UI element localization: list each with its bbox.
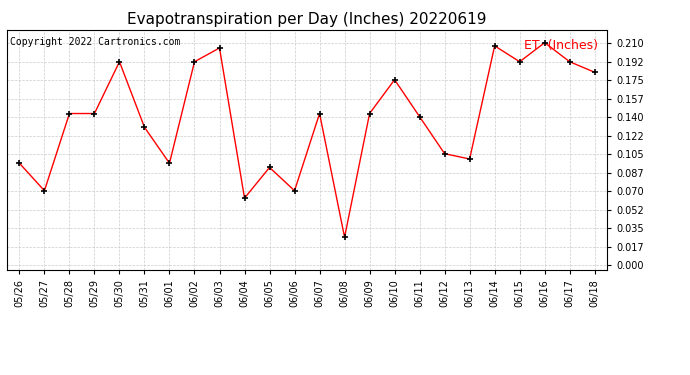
ET  (Inches) — [440, 152, 449, 156]
ET  (Inches) — [515, 60, 524, 64]
ET  (Inches) — [90, 111, 99, 116]
ET  (Inches) — [66, 111, 74, 116]
ET  (Inches) — [215, 46, 224, 50]
ET  (Inches) — [340, 235, 348, 240]
ET  (Inches) — [315, 111, 324, 116]
ET  (Inches) — [290, 189, 299, 193]
ET  (Inches) — [566, 60, 574, 64]
Title: Evapotranspiration per Day (Inches) 20220619: Evapotranspiration per Day (Inches) 2022… — [127, 12, 487, 27]
ET  (Inches) — [491, 44, 499, 48]
Line: ET  (Inches): ET (Inches) — [16, 39, 598, 241]
Legend: ET  (Inches): ET (Inches) — [522, 36, 601, 54]
ET  (Inches) — [140, 125, 148, 129]
ET  (Inches) — [115, 60, 124, 64]
ET  (Inches) — [190, 60, 199, 64]
ET  (Inches) — [466, 157, 474, 161]
ET  (Inches) — [40, 189, 48, 193]
ET  (Inches) — [366, 111, 374, 116]
Text: Copyright 2022 Cartronics.com: Copyright 2022 Cartronics.com — [10, 37, 180, 47]
ET  (Inches) — [591, 70, 599, 75]
ET  (Inches) — [415, 114, 424, 119]
ET  (Inches) — [166, 161, 174, 165]
ET  (Inches) — [266, 165, 274, 170]
ET  (Inches) — [391, 78, 399, 82]
ET  (Inches) — [240, 196, 248, 200]
ET  (Inches) — [15, 161, 23, 165]
ET  (Inches) — [540, 40, 549, 45]
